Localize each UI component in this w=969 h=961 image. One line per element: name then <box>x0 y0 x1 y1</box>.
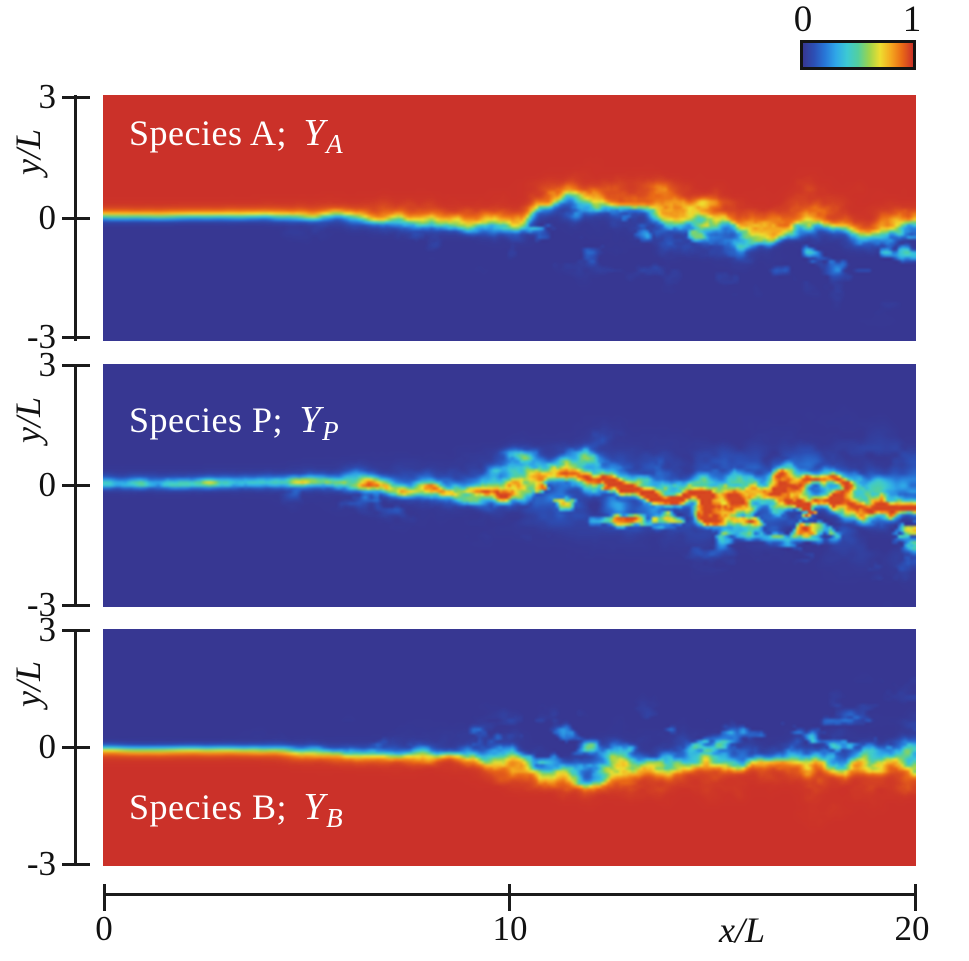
y-tick-label-3-panel-p: 3 <box>38 345 57 384</box>
x-tick-label-0: 0 <box>95 909 113 948</box>
panel-label-symbol: Y <box>303 112 326 154</box>
panel-label-text: Species B; <box>129 787 297 827</box>
heatmap-species-p <box>103 364 916 607</box>
y-tick-top-panel-p <box>62 364 90 367</box>
y-tick-top-panel-a <box>62 96 90 99</box>
y-tick-label-3-panel-a: 3 <box>38 77 57 116</box>
y-tick-bottom-panel-a <box>62 336 90 339</box>
y-axis-label-panel-p: y/L <box>8 397 48 444</box>
panel-species-b: Species B; YB <box>103 629 916 866</box>
y-tick-mid-panel-b <box>62 746 90 749</box>
heatmap-species-a <box>103 95 916 341</box>
x-tick-label-10: 10 <box>492 909 528 948</box>
panel-label-species-a: Species A; YA <box>129 111 343 160</box>
y-tick-top-panel-b <box>62 629 90 632</box>
heatmap-species-b <box>103 629 916 866</box>
x-tick-10 <box>508 884 511 911</box>
panel-label-subscript: A <box>326 129 344 159</box>
panel-label-symbol: Y <box>299 399 322 441</box>
y-tick-label-0-panel-p: 0 <box>38 465 57 504</box>
panel-label-text: Species P; <box>129 400 293 440</box>
y-tick-bottom-panel-b <box>62 863 90 866</box>
y-tick-label-m3-panel-p: -3 <box>26 585 56 624</box>
y-tick-label-m3-panel-a: -3 <box>26 317 56 356</box>
x-tick-0 <box>103 884 106 911</box>
panel-label-species-p: Species P; YP <box>129 398 339 447</box>
panel-label-symbol: Y <box>303 786 326 828</box>
panel-species-p: Species P; YP <box>103 364 916 607</box>
panel-species-a: Species A; YA <box>103 95 916 341</box>
colorbar-max-label: 1 <box>902 0 922 40</box>
y-tick-label-0-panel-a: 0 <box>38 198 57 237</box>
panel-label-subscript: P <box>322 416 340 446</box>
y-tick-mid-panel-a <box>62 217 90 220</box>
y-axis-label-panel-a: y/L <box>8 129 48 176</box>
x-tick-label-20: 20 <box>894 909 930 948</box>
panel-label-species-b: Species B; YB <box>129 785 343 834</box>
colorbar-gradient <box>800 40 916 70</box>
panel-label-subscript: B <box>326 803 344 833</box>
y-tick-label-m3-panel-b: -3 <box>26 844 56 883</box>
x-tick-20 <box>914 884 917 911</box>
y-tick-label-0-panel-b: 0 <box>38 727 57 766</box>
x-axis-label: x/L <box>718 910 765 950</box>
y-tick-bottom-panel-p <box>62 604 90 607</box>
y-axis-label-panel-b: y/L <box>8 661 48 708</box>
y-tick-mid-panel-p <box>62 484 90 487</box>
colorbar-min-label: 0 <box>793 0 813 40</box>
y-tick-label-3-panel-b: 3 <box>38 610 57 649</box>
panel-label-text: Species A; <box>129 113 297 153</box>
